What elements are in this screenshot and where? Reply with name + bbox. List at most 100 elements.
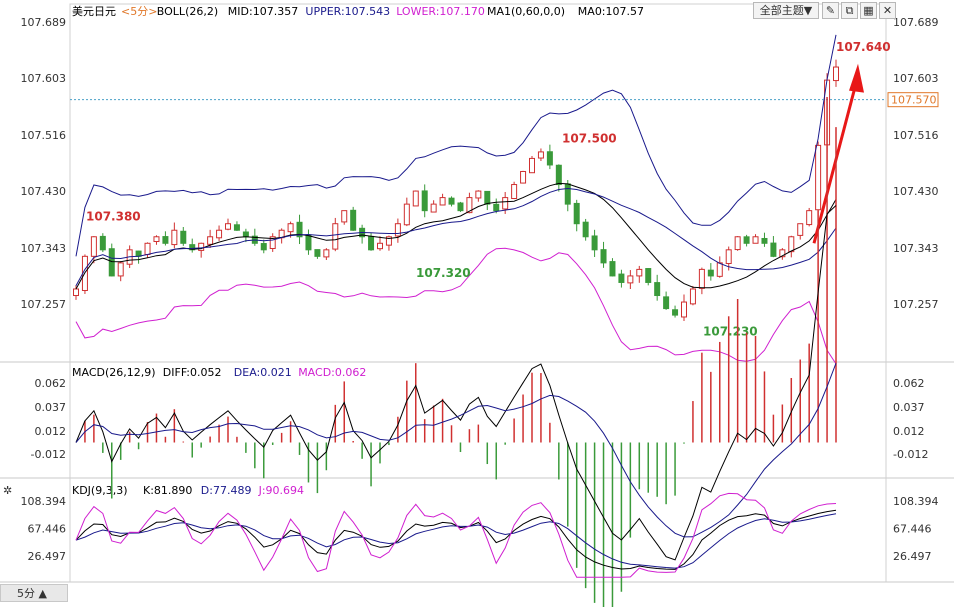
kdj-legend-item-2: D:77.489 [201,484,252,497]
theme-dropdown[interactable]: 全部主题▼ [753,2,819,19]
macd-diff-line [75,205,837,561]
candle-up [144,242,151,256]
main-legend-item-0: 美元日元 [72,5,116,18]
settings-icon: ✲ [3,484,12,497]
macd-legend-item-1: DIFF:0.052 [163,366,222,379]
candle-down [108,248,115,277]
price-right-tick: 107.430 [893,185,939,198]
candle-down [546,151,553,166]
candle-up [341,210,348,223]
macd-legend-item-3: MACD:0.062 [298,366,366,379]
price-right-tick: 107.343 [893,242,939,255]
candle-down [555,164,562,186]
timeframe-selector[interactable]: 5分 ▲ [0,584,68,602]
main-legend-item-5: LOWER:107.170 [396,5,485,18]
annotation-label: 107.640 [836,40,891,54]
price-left-tick: 107.689 [21,16,67,29]
annotation-label: 107.500 [562,131,617,145]
candle-down [645,268,652,283]
macd-left-tick: 0.037 [35,401,67,414]
kdj-left-tick: 108.394 [21,495,67,508]
macd-right-tick: 0.037 [893,401,925,414]
candle-up [681,301,687,318]
candle-up [627,275,634,284]
macd-right-tick: -0.012 [893,448,928,461]
candle-down [233,224,240,231]
main-legend-item-7: MA0:107.57 [578,5,644,18]
kdj-d-line [75,513,837,569]
candle-down [743,236,750,244]
price-right-tick: 107.516 [893,129,939,142]
candle-down [564,183,571,205]
price-left-tick: 107.343 [21,242,67,255]
annotation-label: 107.320 [416,266,471,280]
macd-left-tick: 0.062 [35,377,67,390]
candle-down [591,235,598,251]
candle-up [385,236,392,246]
candle-up [475,190,482,199]
kdj-k-line [75,509,837,570]
macd-legend-item-2: DEA:0.021 [234,366,292,379]
candle-up [225,223,231,230]
edit-icon[interactable]: ✎ [822,2,839,19]
candle-up [73,288,79,297]
boll-lower-line [75,247,837,365]
candle-down [189,244,196,251]
candle-down [448,197,455,205]
candle-up [636,268,643,277]
candle-up [403,203,410,226]
candle-down [457,202,464,212]
candle-down [770,242,777,257]
candle-up [797,223,804,236]
candle-up [412,190,419,207]
candle-up [788,236,795,253]
copy-icon[interactable]: ⧉ [841,2,858,19]
candle-down [707,269,714,277]
candle-down [493,203,500,212]
current-price-box [887,92,939,108]
layout-icon[interactable]: ▦ [860,2,877,19]
trend-arrow [812,82,858,244]
candle-up [439,197,446,206]
candle-up [117,262,124,277]
candle-up [529,157,535,174]
boll-upper-line [75,34,837,257]
candle-up [90,236,97,257]
candle-up [725,249,732,264]
candle-down [314,249,321,257]
candle-up [520,170,527,184]
candle-up [198,242,205,251]
candle-down [180,230,187,244]
price-left-tick: 107.430 [21,185,67,198]
candle-down [654,282,661,297]
candle-down [484,190,491,205]
annotation-label: 107.230 [703,325,758,339]
main-legend-item-2: BOLL(26,2) [157,5,218,18]
candle-up [394,223,401,237]
candle-down [260,243,267,251]
candle-up [377,242,383,250]
macd-left-tick: -0.012 [31,448,66,461]
candle-down [305,234,312,251]
kdj-right-tick: 26.497 [893,550,932,563]
macd-dea-line [75,363,837,538]
kdj-right-tick: 108.394 [893,495,939,508]
close-icon[interactable]: ✕ [879,2,896,19]
macd-left-tick: 0.012 [35,425,67,438]
candle-up [716,262,723,277]
price-left-tick: 107.516 [21,129,67,142]
candle-up [332,223,339,250]
candle-up [734,236,741,251]
candle-down [99,235,106,251]
candle-up [323,249,330,258]
candle-up [537,151,544,159]
candle-up [216,229,223,239]
candle-down [582,221,589,238]
trend-arrow-head [849,63,864,93]
candle-down [618,273,625,283]
main-legend-item-6: MA1(0,60,0,0) [487,5,565,18]
macd-right-tick: 0.012 [893,425,925,438]
candle-down [296,221,303,238]
candle-down [350,209,357,231]
